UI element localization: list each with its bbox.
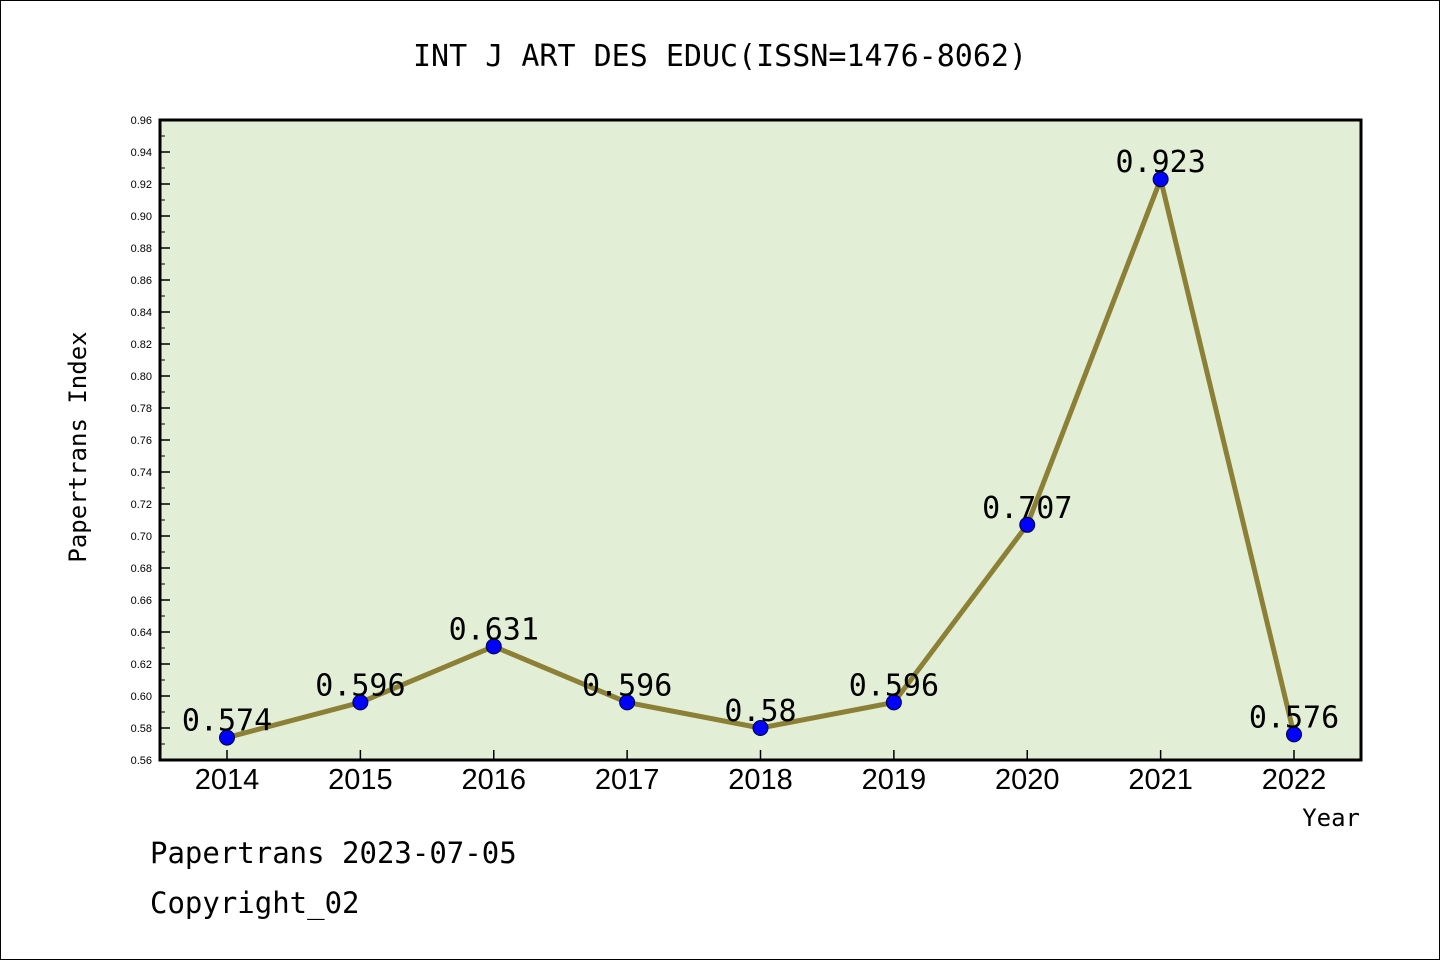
y-tick-label: 0.96: [131, 115, 152, 127]
data-point: [619, 694, 636, 711]
y-tick-label: 0.70: [131, 531, 152, 543]
data-point: [752, 720, 769, 736]
y-tick-label: 0.62: [131, 659, 152, 671]
data-point: [885, 694, 902, 711]
data-label: 0.576: [1249, 700, 1339, 735]
data-point: [485, 638, 502, 655]
x-tick-label: 2020: [995, 764, 1060, 796]
y-tick-label: 0.66: [131, 595, 152, 607]
data-label: 0.596: [582, 668, 672, 703]
x-tick-label: 2014: [195, 764, 260, 796]
y-axis: 0.56 0.58 0.60 0.62 0.64 0.66 0.68 0.70 0.72 0.74…: [131, 115, 170, 767]
chart-title: INT J ART DES EDUC(ISSN=1476-8062): [413, 39, 1027, 74]
x-tick-label: 2022: [1262, 764, 1327, 796]
x-tick-label: 2019: [862, 764, 927, 796]
y-tick-label: 0.94: [131, 147, 152, 159]
x-tick-label: 2016: [461, 764, 526, 796]
y-tick-label: 0.64: [131, 627, 152, 639]
y-tick-label: 0.84: [131, 307, 152, 319]
data-point: [352, 694, 369, 711]
x-axis: 2014 2015 2016 2017 2018 2019 2020 2021 2022: [195, 750, 1327, 796]
footer-copyright: Copyright_02: [150, 886, 360, 920]
y-tick-label: 0.90: [131, 211, 152, 223]
x-tick-label: 2018: [728, 764, 793, 796]
y-tick-label: 0.88: [131, 243, 152, 255]
y-tick-label: 0.80: [131, 371, 152, 383]
data-label: 0.596: [849, 668, 939, 703]
data-label: 0.574: [182, 704, 272, 739]
y-tick-label: 0.92: [131, 179, 152, 191]
y-tick-label: 0.74: [131, 467, 152, 479]
data-point: [1286, 726, 1302, 743]
y-tick-label: 0.68: [131, 563, 152, 575]
x-tick-label: 2017: [595, 764, 660, 796]
y-tick-label: 0.76: [131, 435, 152, 447]
data-point: [1019, 516, 1036, 533]
y-tick-label: 0.72: [131, 499, 152, 511]
y-tick-label: 0.56: [131, 755, 152, 767]
data-label-layer: 0.574 0.596 0.631 0.596 0.58 0.596 0.707 0.923 0…: [182, 145, 1339, 738]
y-tick-label: 0.82: [131, 339, 152, 351]
data-label: 0.707: [982, 491, 1072, 526]
data-label: 0.596: [315, 668, 405, 703]
data-label: 0.58: [724, 694, 796, 729]
data-label: 0.923: [1115, 145, 1205, 180]
plot-area: [158, 118, 1363, 762]
footer-date: Papertrans 2023-07-05: [150, 836, 517, 870]
y-axis-title: Papertrans Index: [64, 331, 92, 562]
y-tick-label: 0.78: [131, 403, 152, 415]
y-tick-label: 0.60: [131, 691, 152, 703]
y-tick-label: 0.86: [131, 275, 152, 287]
data-label: 0.631: [449, 612, 539, 647]
x-axis-title: Year: [1302, 804, 1360, 832]
series-layer: [219, 171, 1302, 746]
x-tick-label: 2015: [328, 764, 393, 796]
y-tick-label: 0.58: [131, 723, 152, 735]
data-point: [1152, 171, 1169, 188]
x-tick-label: 2021: [1128, 764, 1193, 796]
data-point: [219, 729, 235, 746]
